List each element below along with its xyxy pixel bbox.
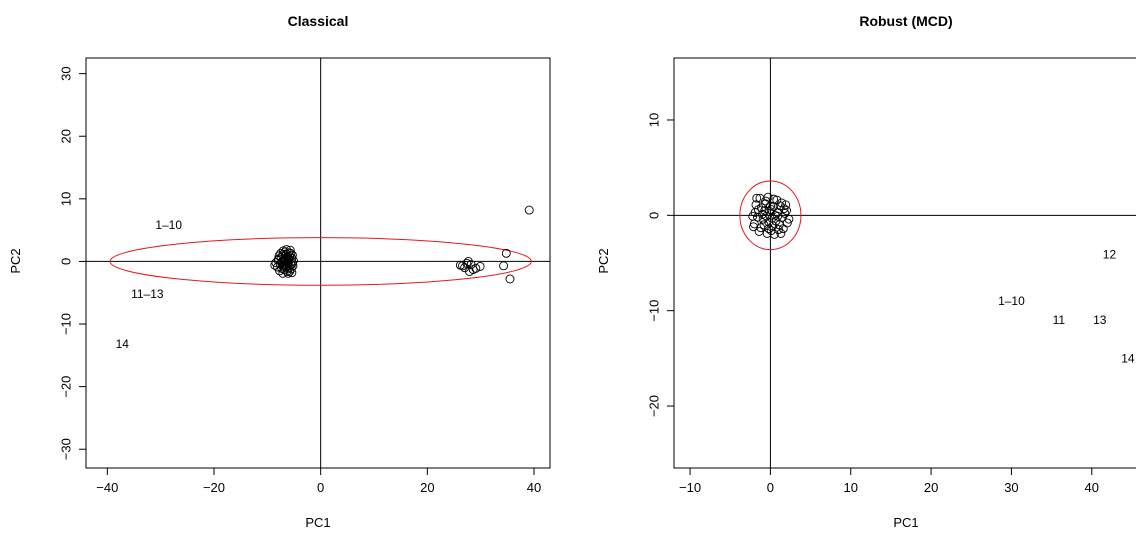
- classical-x-tick-label: −40: [96, 480, 118, 495]
- classical-x-tick-label: 20: [420, 480, 434, 495]
- robust-x-tick-label: −10: [679, 480, 701, 495]
- classical-y-tick-label: −20: [59, 376, 74, 398]
- classical-plot-content: 1–10 11–13 14 −40 −20 0 20 40 −30 −20 −10 0 10 20 30: [59, 58, 550, 495]
- classical-y-tick-label: −30: [59, 438, 74, 460]
- robust-plot-frame: [673, 57, 1136, 469]
- robust-point-annotation: 11: [1053, 313, 1066, 327]
- classical-data-point: [524, 205, 534, 215]
- robust-data-point: [748, 211, 758, 221]
- robust-point-annotation: 1–10: [998, 294, 1025, 308]
- classical-data-point: [505, 274, 515, 284]
- robust-plot-content: 1–10 11 13 12 14 −10 0 10 20 30 40 −20 −10 0 10: [647, 58, 1136, 495]
- robust-data-point: [756, 223, 766, 233]
- robust-data-point: [777, 198, 787, 208]
- robust-point-annotation: 13: [1093, 313, 1107, 327]
- robust-x-tick-label: 40: [1085, 480, 1099, 495]
- classical-x-tick-label: −20: [203, 480, 225, 495]
- classical-y-axis-label: PC2: [8, 248, 23, 273]
- robust-x-tick-label: 20: [924, 480, 938, 495]
- robust-data-point: [759, 220, 769, 230]
- robust-y-tick-label: −10: [647, 300, 662, 322]
- robust-data-point: [764, 217, 774, 227]
- robust-data-point: [754, 227, 764, 236]
- classical-x-axis-label: PC1: [305, 515, 330, 530]
- robust-data-point: [751, 200, 761, 210]
- classical-data-point: [455, 260, 465, 270]
- robust-data-point: [766, 226, 776, 236]
- classical-data-point: [281, 259, 290, 269]
- robust-point-annotation: 14: [1121, 351, 1135, 365]
- classical-tolerance-ellipse: [109, 237, 532, 286]
- classical-y-tick-label: 0: [59, 258, 74, 265]
- classical-data-point: [463, 256, 473, 266]
- classical-data-point: [287, 268, 297, 278]
- robust-x-tick-label: 0: [767, 480, 774, 495]
- robust-data-point: [758, 214, 768, 224]
- robust-panel: Robust (MCD) PC1 PC2 1–10 11 13 12 14 −10 0 10 2…: [596, 13, 1136, 530]
- robust-y-tick-label: 10: [647, 113, 662, 127]
- classical-point-annotation: 11–13: [131, 287, 164, 301]
- classical-title: Classical: [288, 13, 349, 29]
- classical-data-point: [283, 261, 293, 271]
- robust-data-point: [761, 196, 771, 206]
- classical-y-tick-label: 20: [59, 129, 74, 143]
- robust-data-point: [779, 204, 789, 214]
- classical-y-tick-label: −10: [59, 313, 74, 335]
- robust-data-point: [760, 206, 770, 216]
- robust-clip-region: [674, 58, 1136, 468]
- classical-data-point: [273, 255, 283, 265]
- robust-x-tick-label: 10: [844, 480, 858, 495]
- robust-tolerance-ellipse: [739, 180, 802, 251]
- robust-data-point: [753, 205, 763, 215]
- classical-clip-region: [86, 58, 550, 468]
- robust-data-point: [781, 200, 791, 210]
- classical-data-point: [278, 268, 288, 278]
- robust-x-axis-label: PC1: [893, 515, 918, 530]
- robust-data-point: [749, 222, 758, 232]
- classical-data-point: [285, 267, 295, 276]
- classical-plot-frame: [85, 57, 551, 469]
- classical-data-point: [281, 249, 291, 259]
- robust-data-point: [782, 206, 791, 216]
- classical-data-point: [278, 262, 288, 272]
- robust-y-axis-label: PC2: [596, 248, 611, 273]
- classical-data-point: [475, 261, 485, 271]
- robust-point-annotation: 12: [1103, 247, 1117, 261]
- classical-data-point: [499, 261, 509, 271]
- robust-data-point: [752, 193, 762, 203]
- robust-data-point: [784, 214, 794, 224]
- robust-y-tick-label: 0: [647, 212, 662, 219]
- robust-data-point: [769, 202, 779, 212]
- robust-title: Robust (MCD): [859, 13, 952, 29]
- classical-data-point: [274, 251, 284, 261]
- classical-x-tick-label: 40: [527, 480, 541, 495]
- robust-y-tick-label: −20: [647, 395, 662, 417]
- classical-data-point: [465, 267, 474, 276]
- robust-data-point: [773, 211, 783, 221]
- classical-data-point: [286, 248, 296, 258]
- classical-point-annotation: 14: [116, 337, 130, 351]
- robust-x-tick-label: 30: [1004, 480, 1018, 495]
- classical-data-point: [283, 268, 293, 278]
- robust-data-point: [778, 224, 788, 234]
- robust-data-point: [776, 228, 786, 238]
- classical-data-point: [287, 258, 297, 268]
- robust-data-point: [761, 211, 771, 221]
- classical-panel: Classical PC1 PC2 1–10 11–13 14 −40 −20 0 20 40…: [8, 13, 551, 530]
- classical-data-point: [466, 260, 476, 270]
- classical-data-point: [462, 258, 472, 268]
- classical-y-tick-label: 30: [59, 66, 74, 80]
- classical-x-tick-label: 0: [317, 480, 324, 495]
- classical-point-annotation: 1–10: [155, 218, 182, 232]
- classical-data-point: [501, 248, 511, 258]
- classical-y-tick-label: 10: [59, 192, 74, 206]
